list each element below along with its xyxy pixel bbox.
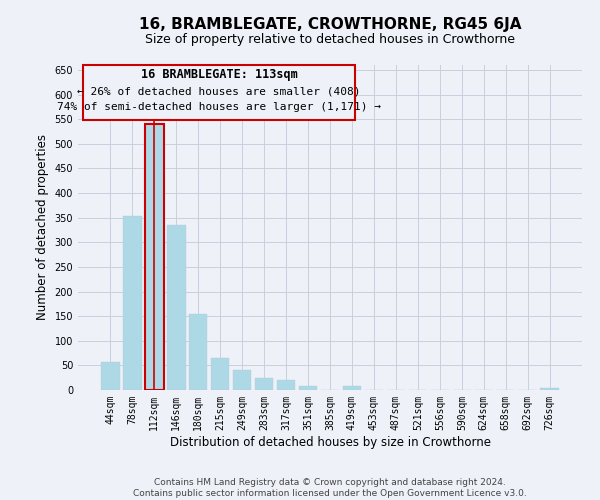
- Bar: [541, 388, 559, 390]
- Text: Size of property relative to detached houses in Crowthorne: Size of property relative to detached ho…: [145, 32, 515, 46]
- X-axis label: Distribution of detached houses by size in Crowthorne: Distribution of detached houses by size …: [170, 436, 491, 448]
- Text: 16 BRAMBLEGATE: 113sqm: 16 BRAMBLEGATE: 113sqm: [83, 70, 240, 83]
- Bar: [233, 370, 251, 390]
- Text: 74% of semi-detached houses are larger (1,171) →: 74% of semi-detached houses are larger (…: [57, 102, 381, 113]
- Text: 16 BRAMBLEGATE: 113sqm: 16 BRAMBLEGATE: 113sqm: [141, 68, 298, 81]
- Bar: [255, 378, 274, 390]
- Bar: [211, 358, 229, 390]
- FancyBboxPatch shape: [83, 65, 355, 120]
- Bar: [145, 124, 164, 390]
- Y-axis label: Number of detached properties: Number of detached properties: [36, 134, 49, 320]
- Text: Contains HM Land Registry data © Crown copyright and database right 2024.
Contai: Contains HM Land Registry data © Crown c…: [133, 478, 527, 498]
- Text: ← 26% of detached houses are smaller (408): ← 26% of detached houses are smaller (40…: [77, 86, 361, 96]
- Bar: [299, 386, 317, 390]
- Bar: [167, 225, 185, 390]
- Bar: [343, 386, 361, 390]
- Text: 16, BRAMBLEGATE, CROWTHORNE, RG45 6JA: 16, BRAMBLEGATE, CROWTHORNE, RG45 6JA: [139, 18, 521, 32]
- Bar: [101, 362, 119, 390]
- Bar: [123, 216, 142, 390]
- Bar: [277, 380, 295, 390]
- Bar: [189, 314, 208, 390]
